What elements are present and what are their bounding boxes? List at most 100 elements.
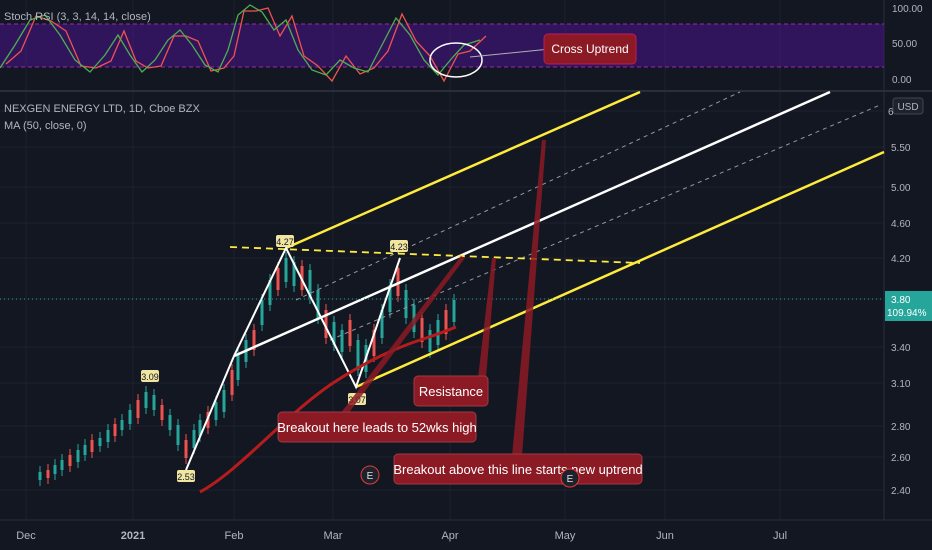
candle-body[interactable] [372,330,376,356]
candle-body[interactable] [46,470,50,478]
candle-body[interactable] [268,280,272,305]
price-axis-tick: 3.10 [891,379,911,390]
earnings-marker-text: E [367,471,374,482]
last-price-tag [885,291,932,321]
candle-body[interactable] [340,330,344,352]
price-axis-tick: 4.60 [891,219,911,230]
candle-body[interactable] [106,430,110,442]
candle-body[interactable] [38,472,42,480]
candle-body[interactable] [260,300,264,325]
candle-body[interactable] [276,268,280,290]
pivot-label-text: 4.27 [276,237,294,247]
candle-body[interactable] [83,445,87,455]
candle-body[interactable] [452,300,456,322]
chart-header: Stoch RSI (3, 3, 14, 14, close) NEXGEN E… [4,11,200,132]
breakout-uptrend-pointer [512,140,546,456]
time-axis-tick: Jul [773,530,787,542]
candle-body[interactable] [444,310,448,334]
candle-body[interactable] [53,465,57,474]
price-axis-tick: 2.40 [891,486,911,497]
candle-body[interactable] [98,438,102,446]
candle-body[interactable] [192,430,196,448]
candle-body[interactable] [420,318,424,342]
pivot-label-box [141,370,159,382]
candle-body[interactable] [404,290,408,318]
candle-body[interactable] [316,290,320,318]
cross-callout-pointer [469,48,551,58]
candle-body[interactable] [168,415,172,430]
stoch-title: Stoch RSI (3, 3, 14, 14, close) [4,11,151,23]
grid [0,0,932,521]
candle-body[interactable] [292,262,296,286]
candle-body[interactable] [214,402,218,420]
breakout-52wk-callout-text: Breakout here leads to 52wks high [277,420,476,435]
candle-body[interactable] [230,370,234,395]
candle-body[interactable] [324,310,328,338]
ma-indicator-label: MA (50, close, 0) [4,120,87,132]
breakout-52wk-pointer [340,256,465,414]
candle-body[interactable] [184,440,188,458]
callouts: Resistance Breakout here leads to 52wks h… [277,140,643,488]
pivot-label-box [276,235,294,247]
stoch-d-line[interactable] [5,7,487,83]
candle-body[interactable] [176,425,180,445]
candle-body[interactable] [113,424,117,436]
candle-body[interactable] [136,400,140,418]
candle-body[interactable] [160,405,164,420]
candle-body[interactable] [284,258,288,282]
candle-body[interactable] [144,392,148,408]
breakout-52wk-callout-box [277,411,477,443]
candle-body[interactable] [308,270,312,298]
candle-body[interactable] [68,455,72,466]
price-axis-tick: 2.60 [891,453,911,464]
candle-body[interactable] [90,440,94,452]
candle-body[interactable] [76,450,80,462]
candle-body[interactable] [60,460,64,470]
pivot-label-box [177,470,195,482]
candle-body[interactable] [252,330,256,350]
last-price-change: 109.94% [887,308,927,319]
symbol-title: NEXGEN ENERGY LTD, 1D, Cboe BZX [4,103,200,115]
candle-body[interactable] [332,322,336,345]
earnings-marker[interactable] [560,468,580,488]
breakout-uptrend-callout-text: Breakout above this line starts new uptr… [393,462,642,477]
earnings-marker-text: E [567,474,574,485]
candle-body[interactable] [198,420,202,436]
last-price-value: 3.80 [891,295,911,306]
candle-body[interactable] [128,410,132,424]
channel-lower-line [355,150,885,389]
price-axis-tick: 4.20 [891,254,911,265]
candle-body[interactable] [388,285,392,312]
stoch-axis-tick: 50.00 [892,39,917,50]
pivot-label-text: 3.09 [141,372,159,382]
channel-upper-line [285,90,641,250]
candle-body[interactable] [236,355,240,380]
resistance-callout-box [413,375,489,407]
candle-body[interactable] [348,320,352,346]
price-axis-tick: 5.50 [891,143,911,154]
resistance-callout-text: Resistance [419,384,483,399]
price-axis-tick: 5.00 [891,183,911,194]
time-axis-tick: Dec [16,530,36,542]
candle-body[interactable] [152,395,156,410]
time-axis-tick: May [555,530,576,542]
earnings-marker[interactable] [360,465,380,485]
candle-body[interactable] [428,330,432,352]
candle-body[interactable] [222,390,226,412]
candle-body[interactable] [120,420,124,430]
cross-circle [429,42,483,78]
stoch-k-line[interactable] [0,4,481,76]
time-axis-tick: Apr [441,530,458,542]
time-axis-tick: Jun [656,530,674,542]
currency-badge [892,97,924,115]
candle-body[interactable] [380,310,384,338]
stoch-pane[interactable]: Cross Uptrend [0,4,884,83]
resistance-line [229,246,641,264]
cross-callout-text: Cross Uptrend [551,42,628,56]
candle-body[interactable] [356,340,360,370]
pivot-label-text: 4.23 [390,242,408,252]
channel-mid-line [233,90,831,358]
